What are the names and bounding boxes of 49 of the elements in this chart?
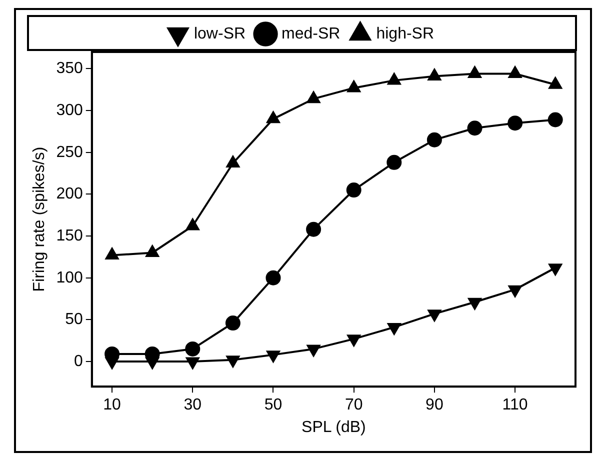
point: [428, 68, 442, 81]
point: [508, 285, 522, 298]
x-tick-label: 110: [502, 396, 528, 414]
x-tick-label: 70: [344, 396, 363, 414]
point: [306, 91, 320, 104]
point: [468, 298, 482, 310]
y-tick-label: 250: [56, 144, 83, 161]
point: [386, 154, 402, 170]
legend-label: med-SR: [282, 25, 340, 42]
point: [428, 310, 442, 322]
y-tick-label: 150: [56, 227, 83, 244]
point: [226, 356, 240, 368]
point: [548, 77, 562, 89]
point: [347, 80, 360, 92]
point: [266, 111, 280, 124]
point: [388, 322, 401, 335]
point: [508, 116, 523, 131]
x-tick-label: 30: [184, 396, 202, 414]
point: [346, 182, 362, 198]
point: [548, 264, 562, 276]
point: [266, 350, 280, 362]
point: [508, 66, 522, 78]
y-tick-label: 0: [74, 352, 83, 370]
legend-label: high-SR: [376, 25, 434, 42]
point: [146, 357, 159, 370]
point: [105, 357, 119, 370]
y-axis-title: Firing rate (spikes/s): [31, 146, 48, 292]
x-tick-label: 90: [426, 396, 444, 414]
point: [347, 334, 360, 346]
legend-label: low-SR: [194, 25, 246, 42]
point: [426, 132, 442, 148]
y-tick-label: 300: [56, 102, 83, 119]
point: [468, 66, 482, 78]
y-tick-label: 200: [56, 186, 83, 203]
point: [467, 120, 482, 136]
point: [306, 344, 320, 356]
y-tick-label: 100: [56, 269, 83, 286]
y-tick-label: 350: [56, 60, 83, 78]
x-tick-label: 10: [103, 396, 122, 414]
point: [266, 270, 281, 286]
point: [226, 156, 240, 168]
point: [306, 222, 322, 237]
point: [548, 112, 563, 128]
point: [388, 72, 401, 85]
point: [225, 316, 240, 331]
point: [186, 357, 200, 370]
x-tick-label: 50: [264, 396, 282, 414]
y-tick-label: 50: [65, 311, 83, 328]
x-axis-title: SPL (dB): [302, 418, 366, 436]
